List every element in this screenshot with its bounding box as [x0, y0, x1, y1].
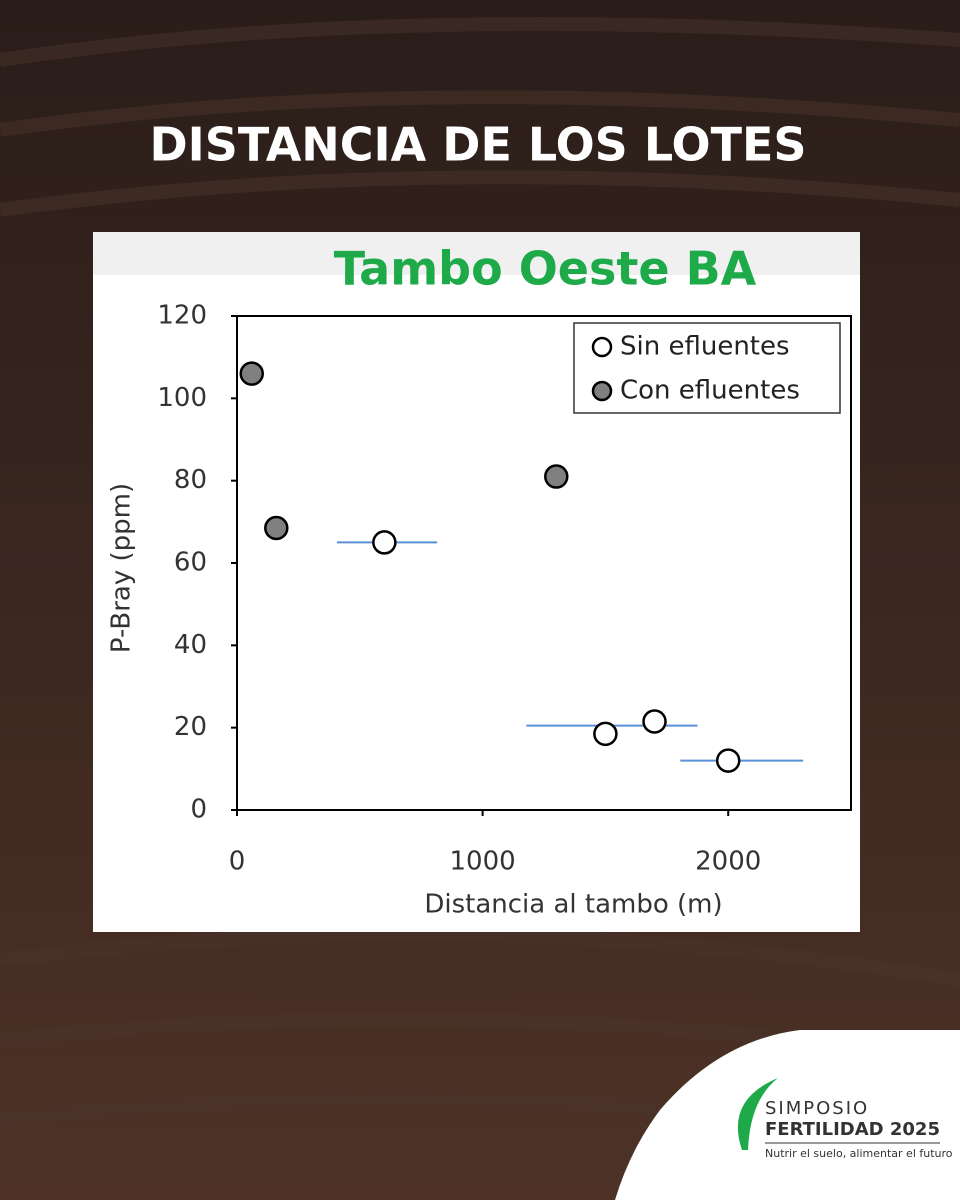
- point: [239, 361, 264, 386]
- x-tick-label: 1000: [450, 847, 516, 877]
- y-tick-label: 40: [174, 630, 207, 660]
- legend-marker: [591, 336, 613, 358]
- point: [372, 530, 397, 555]
- page-title: DISTANCIA DE LOS LOTES: [149, 118, 806, 172]
- point: [544, 464, 569, 489]
- y-axis-label: P-Bray (ppm): [107, 483, 137, 653]
- logo-leaf: [737, 1078, 778, 1150]
- point: [642, 709, 667, 734]
- plot: 0 20 40 60 80 100 120 0 1000 2000 Distancia al tam…: [107, 301, 852, 920]
- x-axis-label: Distancia al tambo (m): [424, 890, 722, 920]
- y-tick-label: 20: [174, 712, 207, 742]
- point: [593, 721, 618, 747]
- y-tick-label: 120: [157, 301, 207, 331]
- legend-label: Sin efluentes: [620, 332, 790, 362]
- chart-title: Tambo Oeste BA: [334, 242, 757, 296]
- point: [264, 515, 289, 541]
- legend-marker: [591, 380, 613, 402]
- chart-header-band: [93, 232, 860, 275]
- x-tick-label: 0: [229, 847, 246, 877]
- y-tick-label: 100: [157, 383, 207, 413]
- logo-line1: SIMPOSIO: [765, 1098, 869, 1119]
- y-tick-label: 80: [174, 465, 207, 495]
- logo-tagline: Nutrir el suelo, alimentar el futuro: [765, 1147, 953, 1160]
- point: [715, 748, 741, 773]
- logo-line2: FERTILIDAD 2025: [765, 1119, 940, 1140]
- legend-box: [573, 322, 841, 414]
- y-tick-label: 0: [190, 795, 207, 825]
- logo-card: [615, 1030, 960, 1200]
- legend-label: Con efluentes: [620, 376, 800, 406]
- x-tick-label: 2000: [695, 847, 761, 877]
- y-tick-label: 60: [174, 548, 207, 578]
